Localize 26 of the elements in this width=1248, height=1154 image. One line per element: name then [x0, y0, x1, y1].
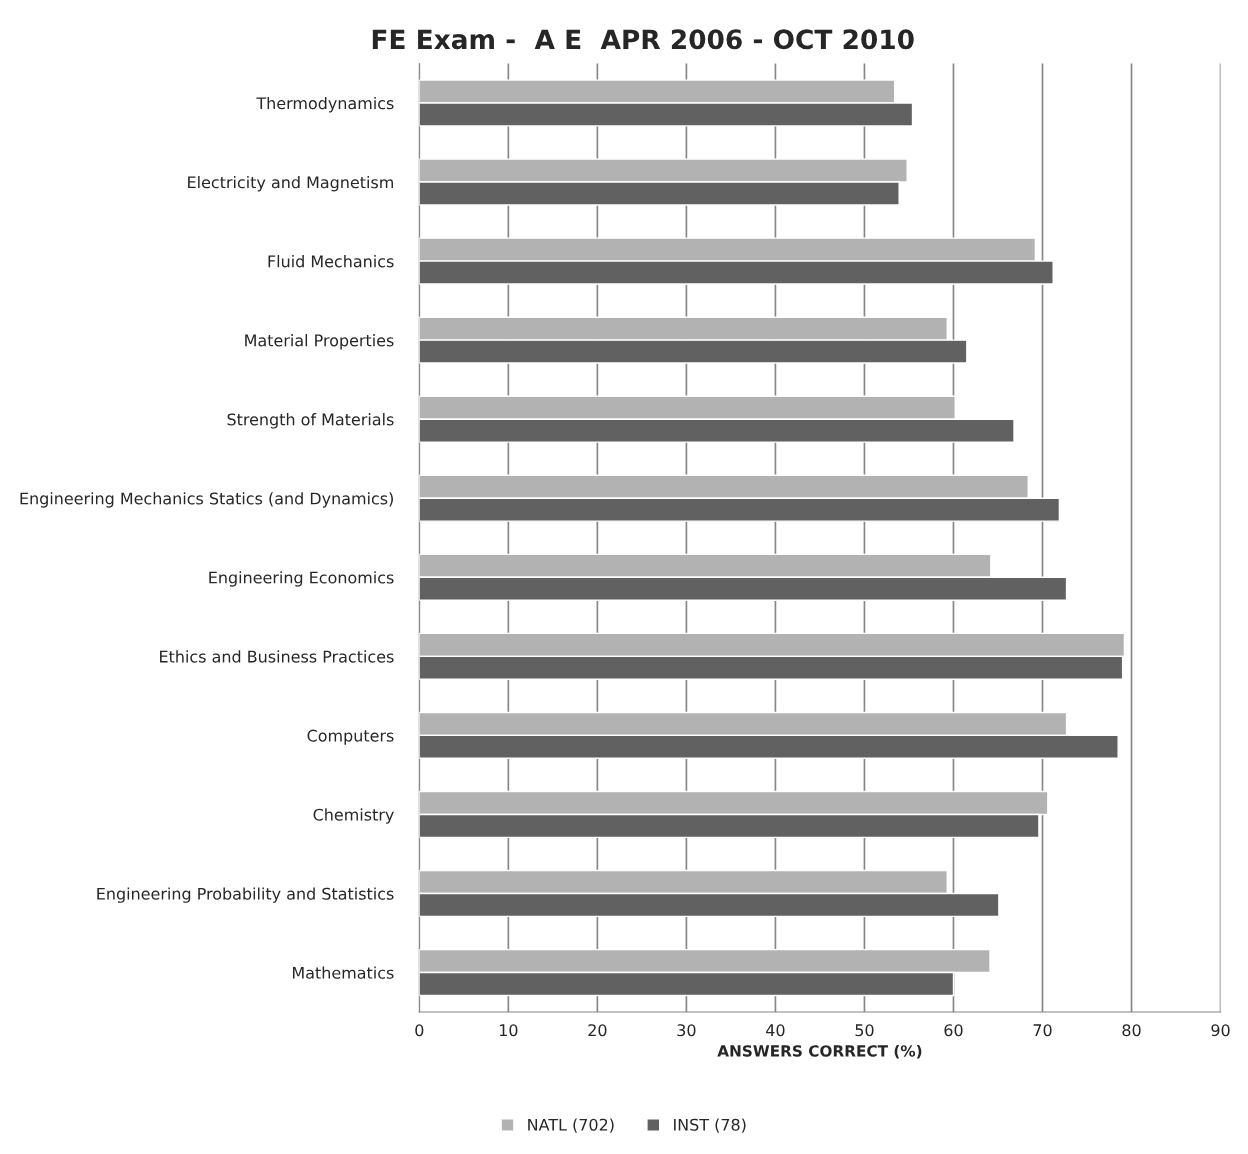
x-tick-label: 40 [766, 1024, 785, 1037]
x-tick-label: 80 [1122, 1024, 1141, 1037]
x-tick-label: 50 [855, 1024, 874, 1037]
x-tick-label: 70 [1033, 1024, 1052, 1037]
y-tick-label: Engineering Mechanics Statics (and Dynamics) [20, 492, 393, 508]
x-tick-label: 20 [588, 1024, 607, 1037]
x-tick-label: 0 [415, 1024, 424, 1037]
x-tick-label: 90 [1211, 1024, 1230, 1037]
x-tick-label: 60 [944, 1024, 963, 1037]
legend-label: NATL (702) [528, 1118, 614, 1133]
y-tick-label: Thermodynamics [256, 96, 394, 113]
x-axis-title: ANSWERS CORRECT (%) [717, 1044, 922, 1059]
chart-title: FE Exam - A E APR 2006 - OCT 2010 [372, 29, 914, 50]
y-tick-label: Fluid Mechanics [268, 255, 394, 268]
y-tick-label: Strength of Materials [227, 413, 394, 429]
x-tick-label: 10 [499, 1024, 518, 1037]
legend-label: INST (78) [674, 1118, 746, 1133]
y-tick-label: Computers [307, 729, 394, 745]
y-tick-label: Ethics and Business Practices [160, 650, 394, 663]
y-tick-label: Engineering Probability and Statistics [97, 887, 394, 903]
x-tick-label: 30 [677, 1024, 696, 1037]
y-tick-label: Engineering Economics [209, 571, 394, 587]
y-tick-label: Material Properties [245, 334, 394, 350]
y-tick-label: Chemistry [313, 808, 394, 824]
y-tick-label: Electricity and Magnetism [188, 175, 393, 192]
y-tick-label: Mathematics [292, 966, 394, 979]
